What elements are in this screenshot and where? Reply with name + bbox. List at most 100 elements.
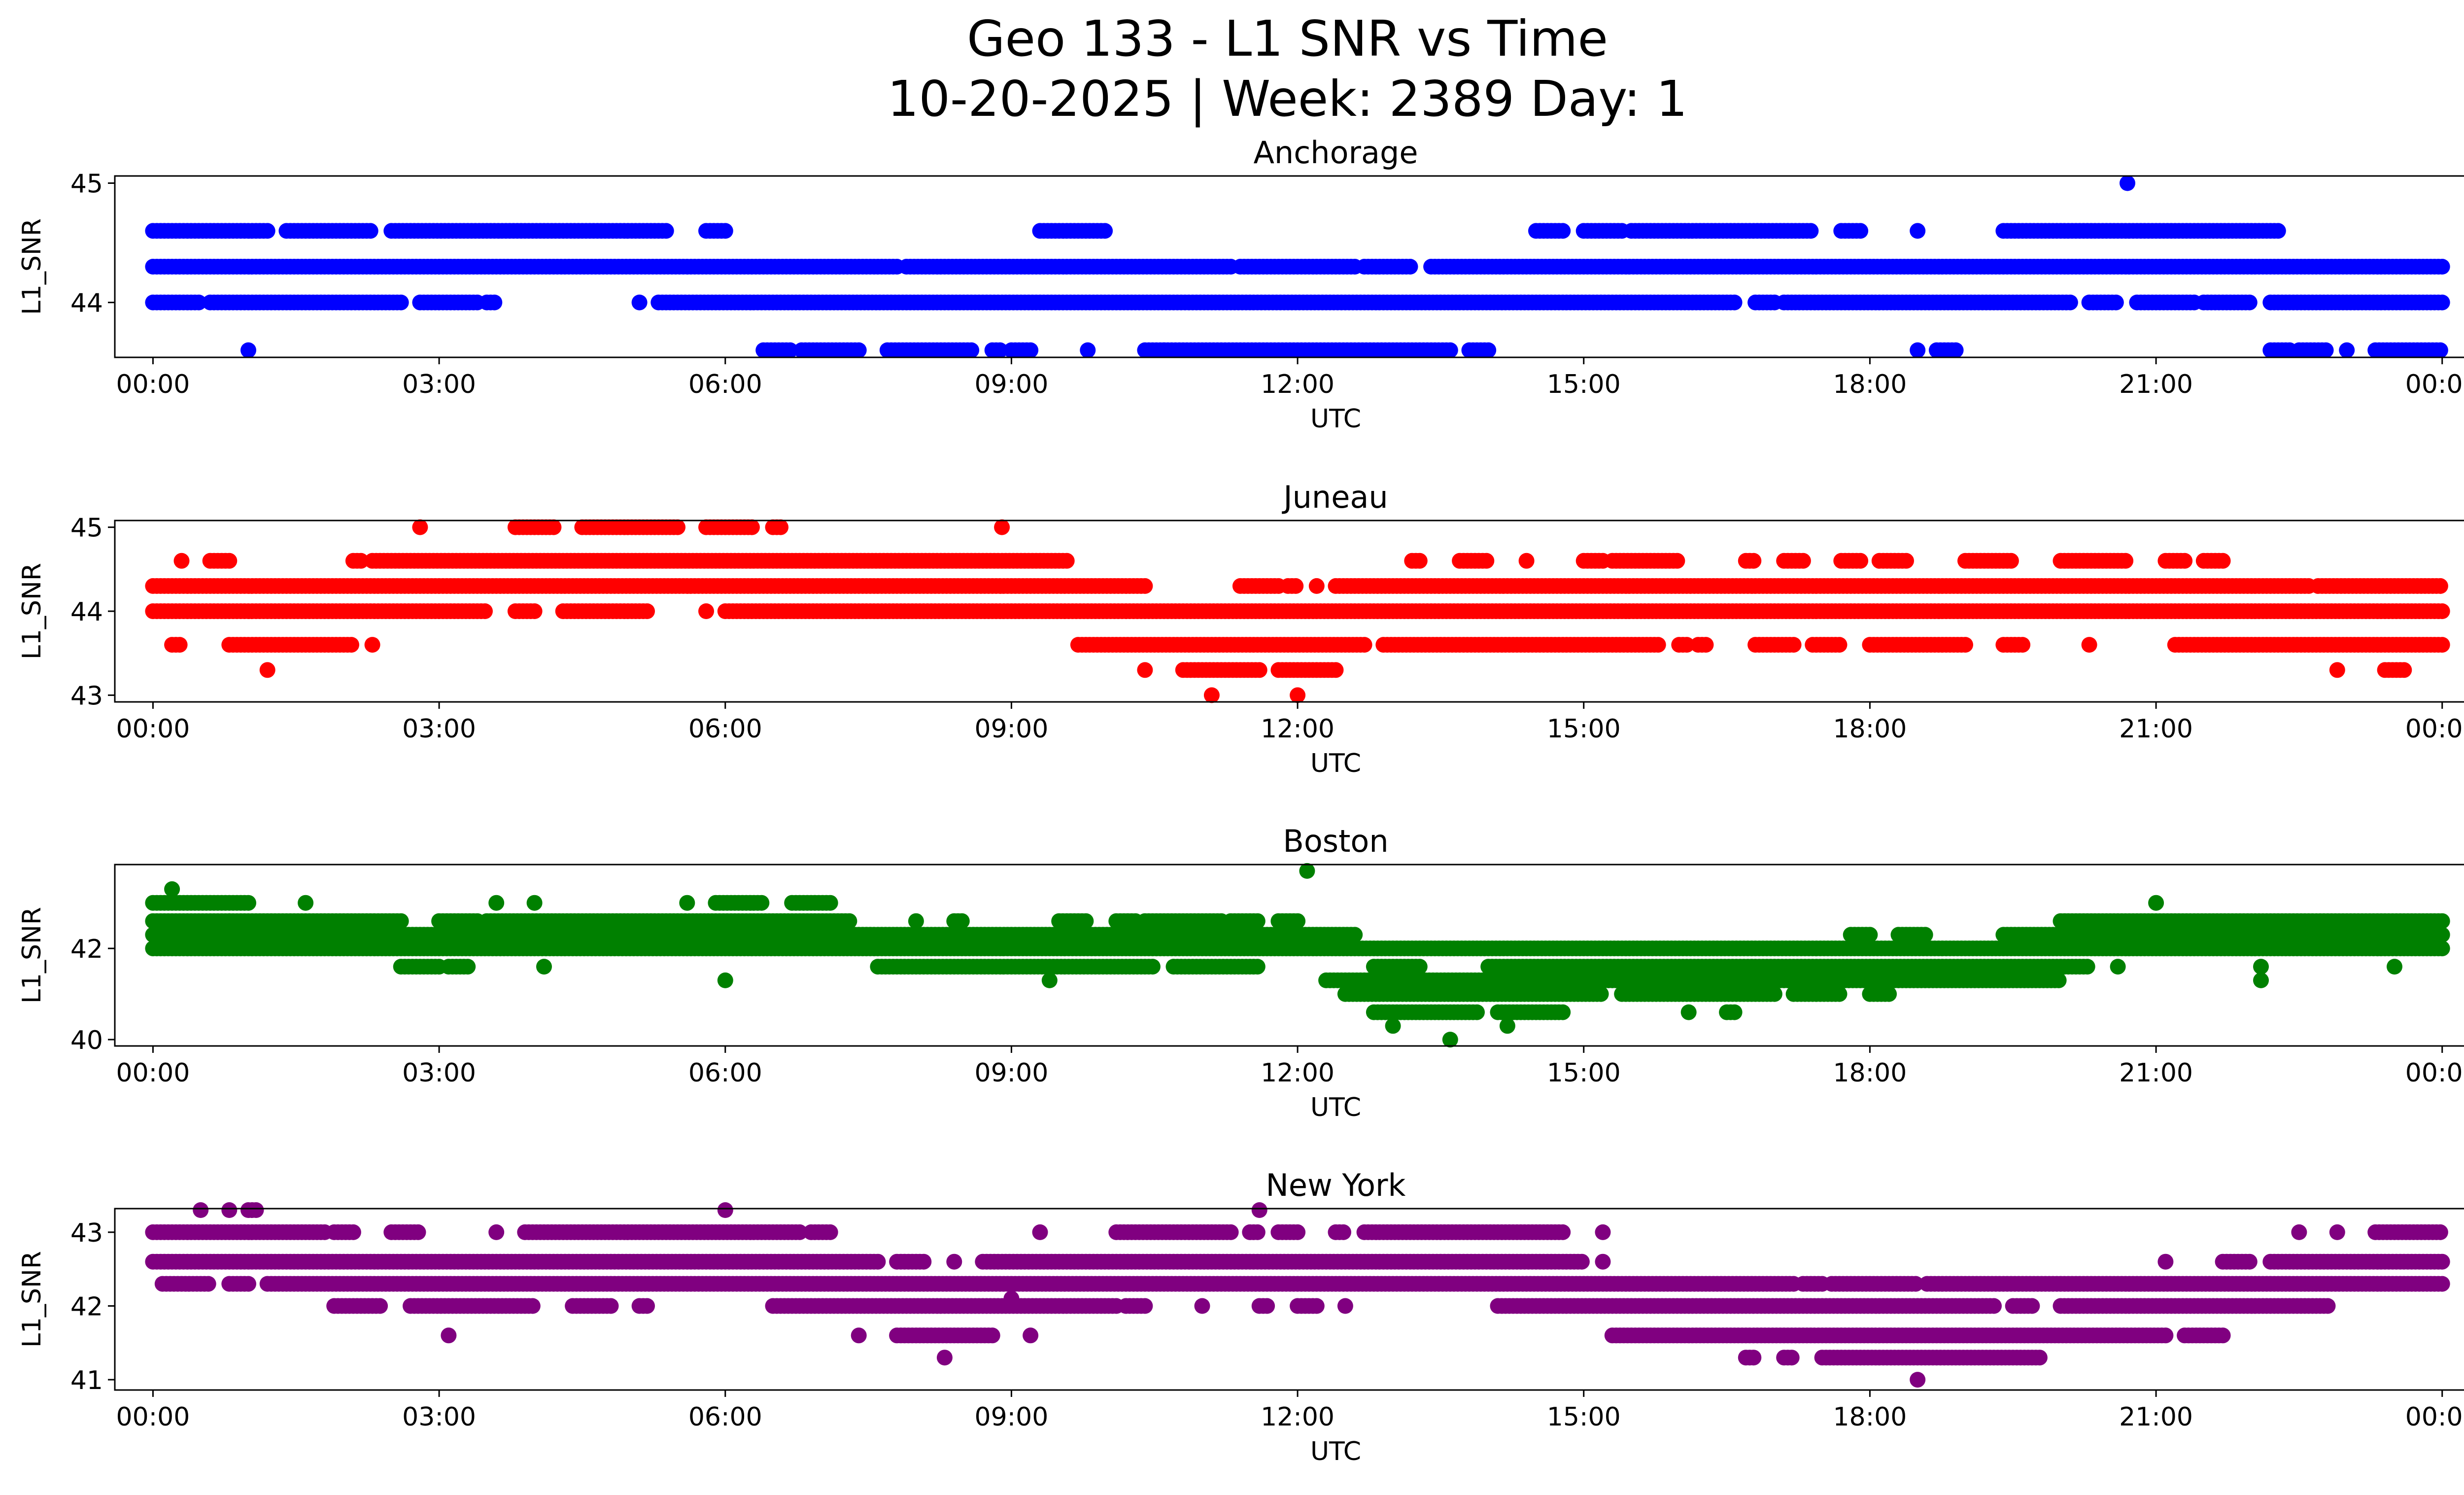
anchorage-point-0-5-7 — [1555, 223, 1571, 239]
anchorage-x-axis-label: UTC — [1310, 404, 1361, 434]
anchorage-point-0-0-30 — [259, 223, 275, 239]
juneau-point-1-1-5 — [221, 553, 238, 569]
juneau-point-4-11-0 — [2081, 637, 2097, 653]
anchorage-point-0-3-5 — [717, 223, 733, 239]
anchorage-point-1-4-265 — [2434, 259, 2450, 275]
figure-title-line-2: 10-20-2025 | Week: 2389 Day: 1 — [887, 70, 1688, 128]
juneau-point-4-8-7 — [1831, 637, 1848, 653]
anchorage-point-3-6-0 — [1080, 342, 1096, 358]
boston-point-3-6-7 — [1078, 913, 1094, 929]
boston-point-3-4-0 — [908, 913, 924, 929]
boston-point-4-3-115 — [2434, 927, 2450, 943]
juneau-point-4-10-5 — [2015, 637, 2031, 653]
anchorage-point-0-2-72 — [658, 223, 674, 239]
juneau-title: Juneau — [1281, 479, 1388, 515]
anchorage-point-3-10-0 — [1910, 342, 1926, 358]
anchorage-point-0-9-0 — [1910, 223, 1926, 239]
boston-point-5-0-600 — [2434, 940, 2450, 957]
anchorage-point-2-0-12 — [191, 294, 207, 311]
boston-point-1-0-0 — [164, 881, 180, 897]
anchorage-y-axis-label: L1_SNR — [17, 218, 47, 315]
juneau-point-1-4-2 — [1411, 553, 1428, 569]
boston-point-4-1-5 — [1862, 927, 1878, 943]
anchorage-title: Anchorage — [1253, 135, 1418, 171]
anchorage-point-2-7-75 — [2062, 294, 2078, 311]
boston-point-4-0-315 — [1347, 927, 1363, 943]
juneau-point-3-2-22 — [639, 603, 655, 619]
juneau-y-tick-label-2: 45 — [70, 514, 103, 543]
juneau-point-1-9-2 — [1745, 553, 1762, 569]
juneau-point-0-1-10 — [546, 519, 562, 535]
anchorage-point-4-0-0 — [2120, 175, 2135, 191]
juneau-point-2-2-2 — [1288, 578, 1304, 594]
juneau-x-tick-label-8: 00:00 — [2405, 714, 2464, 744]
juneau-point-4-0-2 — [171, 637, 188, 653]
anchorage-point-3-3-22 — [963, 342, 980, 358]
juneau-point-5-0-0 — [259, 662, 275, 678]
anchorage-point-3-4-2 — [992, 342, 1008, 358]
juneau-point-1-12-7 — [1898, 553, 1914, 569]
juneau-point-4-12-70 — [2434, 637, 2450, 653]
juneau-point-1-8-17 — [1669, 553, 1685, 569]
anchorage-point-2-11-45 — [2434, 294, 2450, 311]
anchorage-point-3-15-17 — [2432, 342, 2448, 358]
juneau-x-axis-label: UTC — [1310, 749, 1361, 778]
anchorage-x-tick-label-8: 00:00 — [2405, 370, 2464, 399]
anchorage-point-3-14-0 — [2339, 342, 2355, 358]
boston-point-2-5-12 — [753, 895, 770, 911]
anchorage-x-tick-label-4: 12:00 — [1261, 370, 1335, 399]
juneau-x-tick-label-5: 15:00 — [1547, 714, 1621, 744]
juneau-point-5-1-0 — [1137, 662, 1153, 678]
anchorage-point-2-10-12 — [2241, 294, 2258, 311]
boston-point-3-9-7 — [1249, 913, 1266, 929]
juneau-point-4-6-2 — [1698, 637, 1714, 653]
anchorage-x-tick-label-5: 15:00 — [1547, 370, 1621, 399]
juneau-point-1-6-0 — [1518, 553, 1535, 569]
juneau-point-4-9-25 — [1957, 637, 1973, 653]
juneau-point-4-2-0 — [364, 637, 380, 653]
juneau-x-tick-label-0: 00:00 — [116, 714, 190, 744]
anchorage-point-3-9-5 — [1480, 342, 1497, 358]
juneau-point-3-4-450 — [2434, 603, 2450, 619]
juneau-point-1-16-5 — [2215, 553, 2231, 569]
boston-point-0-0-0 — [1299, 863, 1315, 879]
anchorage-y-tick-label-0: 44 — [70, 289, 103, 318]
juneau-point-2-0-260 — [1137, 578, 1153, 594]
juneau-point-4-1-32 — [343, 637, 359, 653]
juneau-point-5-4-0 — [2329, 662, 2345, 678]
boston-point-3-1-45 — [393, 913, 409, 929]
juneau-point-1-0-0 — [173, 553, 190, 569]
juneau-point-5-5-5 — [2396, 662, 2412, 678]
anchorage-point-0-1-22 — [362, 223, 378, 239]
boston-point-3-10-5 — [1290, 913, 1306, 929]
juneau-point-1-13-12 — [2003, 553, 2019, 569]
anchorage-x-tick-label-3: 09:00 — [974, 370, 1048, 399]
boston-point-2-1-0 — [298, 895, 314, 911]
juneau-point-6-1-0 — [1290, 687, 1306, 703]
anchorage-point-3-13-7 — [2318, 342, 2334, 358]
anchorage-x-tick-label-1: 03:00 — [402, 370, 476, 399]
boston-point-2-6-10 — [822, 895, 838, 911]
anchorage-point-2-4-0 — [631, 294, 648, 311]
juneau-point-4-4-72 — [1650, 637, 1666, 653]
boston-point-3-5-2 — [954, 913, 970, 929]
juneau-point-1-14-17 — [2118, 553, 2134, 569]
juneau-point-5-2-20 — [1251, 662, 1267, 678]
anchorage-x-tick-label-6: 18:00 — [1833, 370, 1907, 399]
anchorage-point-0-10-72 — [2270, 223, 2286, 239]
anchorage-point-2-8-7 — [2108, 294, 2124, 311]
anchorage-point-0-4-17 — [1097, 223, 1113, 239]
juneau-point-3-3-0 — [698, 603, 714, 619]
boston-title: Boston — [1283, 823, 1388, 859]
figure-title-line-1: Geo 133 - L1 SNR vs Time — [967, 10, 1608, 68]
boston-point-2-7-0 — [2148, 895, 2164, 911]
juneau-point-4-7-10 — [1785, 637, 1802, 653]
anchorage-x-tick-label-0: 00:00 — [116, 370, 190, 399]
boston-point-4-2-7 — [1917, 927, 1933, 943]
juneau-x-tick-label-6: 18:00 — [1833, 714, 1907, 744]
juneau-point-6-0-0 — [1203, 687, 1220, 703]
